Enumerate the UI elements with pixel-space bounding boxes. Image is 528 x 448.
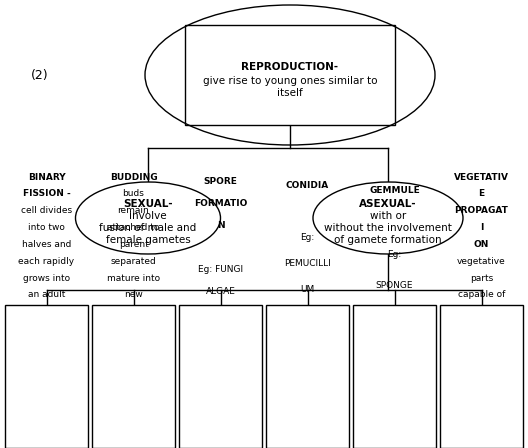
Text: remain: remain: [118, 206, 149, 215]
Bar: [92, 305, 175, 448]
Text: buds: buds: [122, 190, 145, 198]
Text: attached to: attached to: [107, 223, 159, 232]
Text: REPRODUCTION-: REPRODUCTION-: [241, 62, 338, 72]
Text: separated: separated: [111, 257, 156, 266]
Text: PROPAGAT: PROPAGAT: [455, 206, 508, 215]
Ellipse shape: [313, 182, 463, 254]
Text: PEMUCILLI: PEMUCILLI: [284, 259, 331, 268]
Text: BINARY: BINARY: [27, 172, 65, 181]
Bar: [179, 305, 262, 448]
Text: vegetative: vegetative: [457, 257, 506, 266]
Ellipse shape: [76, 182, 221, 254]
Text: with or
without the involvement
of gamete formation: with or without the involvement of gamet…: [324, 211, 452, 245]
Text: parts: parts: [470, 274, 493, 283]
Text: Eg:: Eg:: [388, 250, 402, 258]
Bar: [5, 305, 88, 448]
Text: E: E: [478, 190, 485, 198]
Text: (2): (2): [31, 69, 49, 82]
Bar: [440, 305, 523, 448]
Text: BUDDING: BUDDING: [110, 172, 157, 181]
Text: give rise to young ones similar to
itself: give rise to young ones similar to itsel…: [203, 76, 377, 98]
Text: Eg:: Eg:: [300, 233, 315, 242]
Text: SEXUAL-: SEXUAL-: [123, 199, 173, 209]
Text: UM: UM: [300, 285, 315, 294]
Text: GEMMULE: GEMMULE: [369, 186, 420, 195]
Bar: [266, 305, 349, 448]
Text: grows into: grows into: [23, 274, 70, 283]
Text: new: new: [124, 290, 143, 299]
Text: ON: ON: [474, 240, 489, 249]
Text: each rapidly: each rapidly: [18, 257, 74, 266]
Text: SPONGE: SPONGE: [376, 281, 413, 290]
Text: I: I: [480, 223, 483, 232]
Text: FISSION -: FISSION -: [23, 190, 70, 198]
Text: parent: parent: [119, 240, 148, 249]
Text: halves and: halves and: [22, 240, 71, 249]
Text: mature into: mature into: [107, 274, 160, 283]
Text: CONIDIA: CONIDIA: [286, 181, 329, 190]
Text: ASEXUAL-: ASEXUAL-: [359, 199, 417, 209]
Text: capable of: capable of: [458, 290, 505, 299]
Text: an adult: an adult: [28, 290, 65, 299]
Text: SPORE: SPORE: [204, 177, 238, 186]
Text: involve
fusion of male and
female gametes: involve fusion of male and female gamete…: [99, 211, 196, 245]
Text: FORMATIO: FORMATIO: [194, 199, 247, 208]
Bar: [185, 25, 395, 125]
Text: Eg: FUNGI: Eg: FUNGI: [198, 265, 243, 274]
Bar: [353, 305, 436, 448]
Text: VEGETATIV: VEGETATIV: [454, 172, 509, 181]
Text: cell divides: cell divides: [21, 206, 72, 215]
Text: ALGAE: ALGAE: [205, 287, 235, 296]
Text: N: N: [216, 221, 224, 230]
Text: into two: into two: [28, 223, 65, 232]
